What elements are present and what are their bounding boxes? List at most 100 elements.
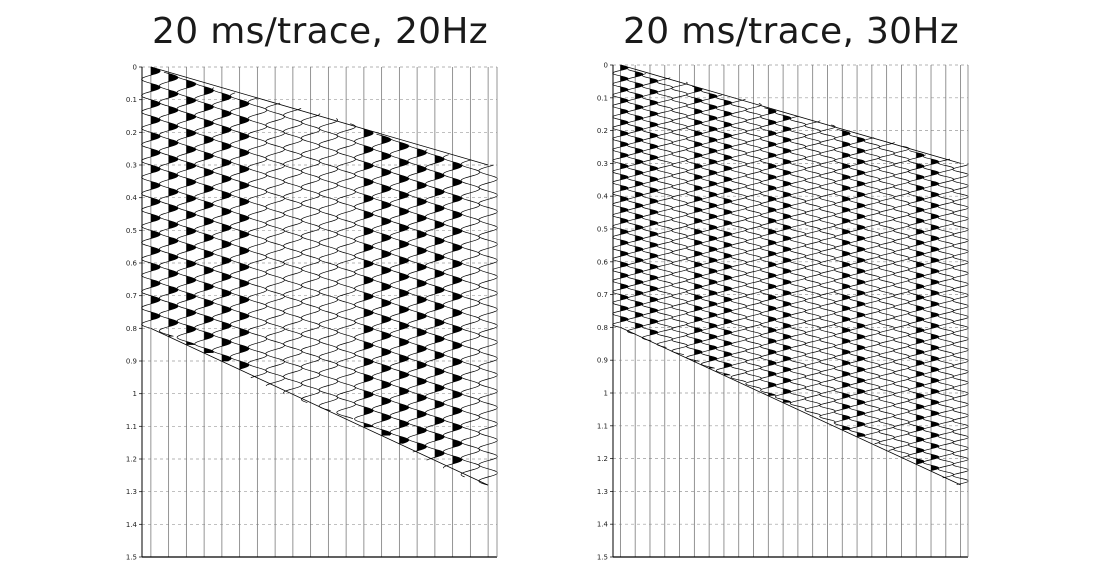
right-lobe-21-2 (931, 180, 939, 187)
right-lobe-7-11 (723, 220, 732, 226)
left-lobe-4-5 (221, 174, 232, 183)
right-lobe-1-18 (635, 268, 643, 274)
right-ytick-label-14: 1.4 (597, 521, 609, 529)
left-lobe-12-5 (363, 210, 374, 219)
right-lobe-20-10 (916, 261, 924, 268)
right-lobe-21-16 (931, 333, 939, 340)
right-lobe-20-16 (916, 327, 924, 333)
left-lobe-4-0 (221, 93, 232, 102)
right-lobe-1-7 (635, 148, 643, 154)
right-lobe-5-24 (694, 349, 703, 355)
right-lobe-10-24 (768, 371, 777, 377)
right-lobe-15-12 (842, 261, 850, 268)
right-wiggle-3 (656, 77, 673, 348)
right-lobe-6-7 (709, 169, 717, 176)
left-lobe-2-4 (186, 145, 196, 154)
right-lobe-21-27 (931, 454, 939, 460)
right-lobe-20-11 (916, 272, 924, 279)
right-lobe-20-12 (916, 283, 924, 290)
right-lobe-2-18 (649, 274, 658, 281)
left-lobe-4-2 (221, 125, 232, 134)
left-ytick-15: 1.5 (126, 554, 142, 562)
right-lobe-16-4 (857, 180, 865, 187)
right-wiggle-11 (774, 111, 792, 403)
right-event-top (620, 64, 961, 164)
left-lobe-5-14 (239, 328, 249, 337)
right-lobe-7-10 (723, 209, 732, 215)
right-lobe-6-17 (709, 279, 717, 285)
left-lobe-3-15 (204, 331, 214, 340)
right-lobe-10-10 (768, 218, 777, 224)
left-lobe-14-2 (399, 174, 409, 183)
right-lobe-2-16 (649, 253, 658, 259)
right-lobe-11-23 (783, 366, 791, 373)
left-lobe-15-8 (417, 279, 427, 288)
left-wiggle-15 (407, 144, 427, 453)
left-lobe-3-13 (204, 298, 214, 308)
left-lobe-13-7 (381, 249, 391, 259)
left-wiggle-8 (283, 107, 303, 395)
right-lobe-6-6 (709, 159, 717, 165)
left-lobe-15-14 (417, 377, 427, 386)
right-lobe-5-12 (694, 218, 703, 224)
left-lobe-3-0 (204, 86, 214, 95)
right-lobe-21-24 (931, 421, 939, 427)
right-lobe-10-20 (768, 327, 777, 333)
right-lobe-11-0 (783, 115, 791, 121)
right-lobe-2-14 (649, 231, 658, 237)
right-wiggle-13 (804, 120, 821, 417)
right-lobe-5-25 (694, 360, 699, 362)
left-lobe-14-3 (399, 191, 409, 200)
right-ytick-15: 1.5 (597, 554, 613, 562)
left-lobe-15-6 (417, 246, 427, 255)
right-ytick-10: 1 (604, 390, 613, 398)
left-lobe-1-8 (168, 204, 178, 213)
right-lobe-20-4 (916, 196, 924, 202)
right-ytick-5: 0.5 (597, 226, 613, 234)
left-lobe-15-0 (417, 148, 427, 157)
right-lobe-5-15 (694, 250, 703, 257)
left-lobe-3-11 (204, 266, 214, 275)
right-lobe-7-2 (723, 121, 732, 128)
right-lobe-10-17 (768, 294, 777, 301)
right-ytick-11: 1.1 (597, 422, 613, 430)
left-lobe-12-4 (363, 194, 374, 203)
left-lobe-3-6 (204, 184, 214, 193)
right-lobe-10-15 (768, 272, 777, 279)
left-lobe-17-1 (452, 178, 462, 187)
left-lobe-1-13 (168, 285, 178, 295)
right-lobe-15-4 (842, 174, 850, 180)
right-lobe-10-13 (768, 250, 777, 257)
left-lobe-1-10 (168, 236, 178, 246)
right-lobe-16-18 (857, 333, 865, 340)
right-lobe-6-3 (709, 126, 717, 132)
left-lobe-2-8 (186, 210, 196, 219)
left-lobe-2-7 (186, 194, 196, 203)
right-lobe-20-9 (916, 250, 924, 257)
right-wiggle-16 (848, 133, 866, 437)
left-ytick-label-3: 0.3 (126, 162, 137, 170)
left-lobe-4-8 (221, 223, 232, 232)
right-lobe-10-0 (768, 108, 777, 115)
right-lobe-1-9 (635, 169, 643, 176)
left-lobe-14-1 (399, 158, 409, 167)
right-lobe-0-4 (620, 108, 629, 115)
right-lobe-7-18 (723, 296, 732, 303)
right-lobe-6-11 (709, 213, 717, 220)
right-ytick-label-15: 1.5 (597, 554, 608, 562)
right-lobe-0-19 (620, 272, 629, 279)
right-lobe-10-5 (768, 163, 777, 169)
left-lobe-16-11 (434, 334, 445, 344)
right-lobe-15-25 (842, 403, 850, 410)
right-lobe-15-23 (842, 382, 850, 388)
right-lobe-16-2 (857, 159, 865, 165)
left-lobe-5-11 (239, 279, 249, 288)
right-lobe-0-16 (620, 239, 629, 246)
right-lobe-7-23 (723, 351, 732, 357)
left-lobe-14-10 (399, 305, 409, 314)
left-lobe-13-18 (381, 429, 391, 436)
left-lobe-12-12 (363, 325, 374, 334)
right-lobe-20-1 (916, 163, 924, 169)
right-wiggle-20 (908, 150, 925, 465)
right-lobe-16-11 (857, 257, 865, 263)
